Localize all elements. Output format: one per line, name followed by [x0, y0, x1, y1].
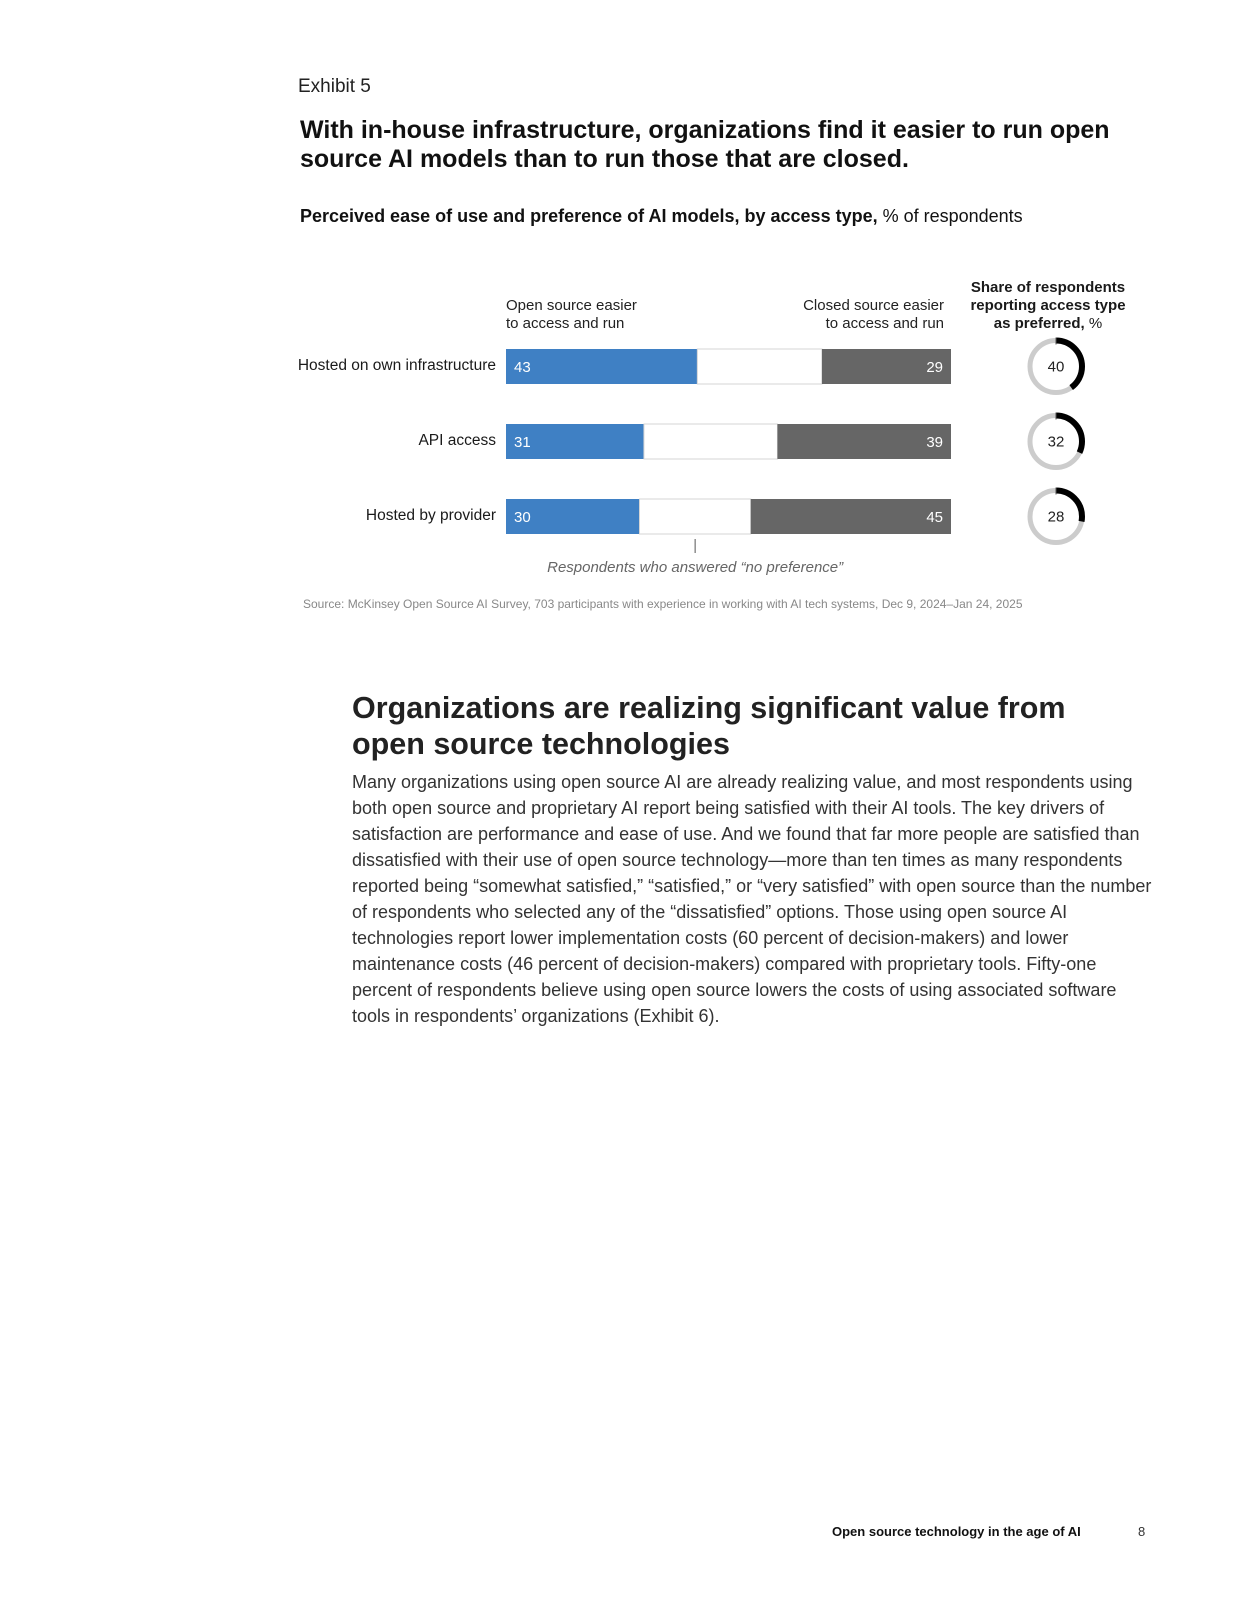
bar-closed-source — [821, 349, 951, 384]
chart-subtitle-unit: % of respondents — [877, 206, 1023, 226]
bar-no-preference — [696, 348, 823, 385]
bar-value-closed: 45 — [926, 509, 943, 526]
exhibit-label: Exhibit 5 — [298, 76, 371, 97]
bar-closed-source — [750, 499, 951, 534]
chart-subtitle: Perceived ease of use and preference of … — [300, 206, 1023, 227]
bar-value-closed: 39 — [926, 434, 943, 451]
open-source-column-header: Open source easier to access and run — [506, 297, 637, 333]
open-header-line1: Open source easier — [506, 297, 637, 314]
row-label: Hosted by provider — [365, 507, 496, 524]
body-paragraph: Many organizations using open source AI … — [352, 772, 1152, 1026]
share-header-line1: Share of respondents — [970, 279, 1126, 296]
donut-value: 28 — [1048, 509, 1065, 526]
row-label: API access — [418, 432, 496, 449]
share-preferred-header: Share of respondents reporting access ty… — [960, 279, 1136, 333]
bar-value-closed: 29 — [926, 359, 943, 376]
section-heading: Organizations are realizing significant … — [352, 691, 1066, 761]
share-header-line2: reporting access type — [970, 297, 1126, 314]
bar-open-source — [506, 499, 640, 534]
bar-value-open: 30 — [514, 509, 531, 526]
closed-header-line2: to access and run — [825, 315, 944, 332]
page-number: 8 — [1138, 1524, 1146, 1539]
footer-title: Open source technology in the age of AI — [832, 1524, 1081, 1539]
section-body: Many organizations using open source AI … — [352, 769, 1152, 1029]
no-preference-label: Respondents who answered “no preference” — [547, 559, 844, 576]
bar-no-preference — [639, 498, 752, 535]
share-header-line3: as preferred, — [993, 315, 1085, 332]
bar-value-open: 43 — [514, 359, 531, 376]
bar-open-source — [506, 424, 644, 459]
open-header-line2: to access and run — [506, 315, 625, 332]
source-note: Source: McKinsey Open Source AI Survey, … — [303, 597, 1023, 611]
bar-value-open: 31 — [514, 434, 531, 451]
bar-no-preference — [643, 423, 778, 460]
closed-source-column-header: Closed source easier to access and run — [760, 297, 944, 333]
chart-subtitle-bold: Perceived ease of use and preference of … — [300, 206, 878, 226]
bar-open-source — [506, 349, 698, 384]
stacked-bar-chart: 43 29 40 31 39 32 30 45 28 Respondents who answer… — [506, 337, 1085, 576]
donut-value: 40 — [1048, 359, 1065, 376]
donut-value: 32 — [1048, 434, 1065, 451]
bar-closed-source — [777, 424, 951, 459]
row-label: Hosted on own infrastructure — [297, 357, 496, 374]
share-header-unit: % — [1084, 315, 1103, 332]
exhibit-title: With in-house infrastructure, organizati… — [300, 116, 1110, 173]
closed-header-line1: Closed source easier — [803, 297, 944, 314]
